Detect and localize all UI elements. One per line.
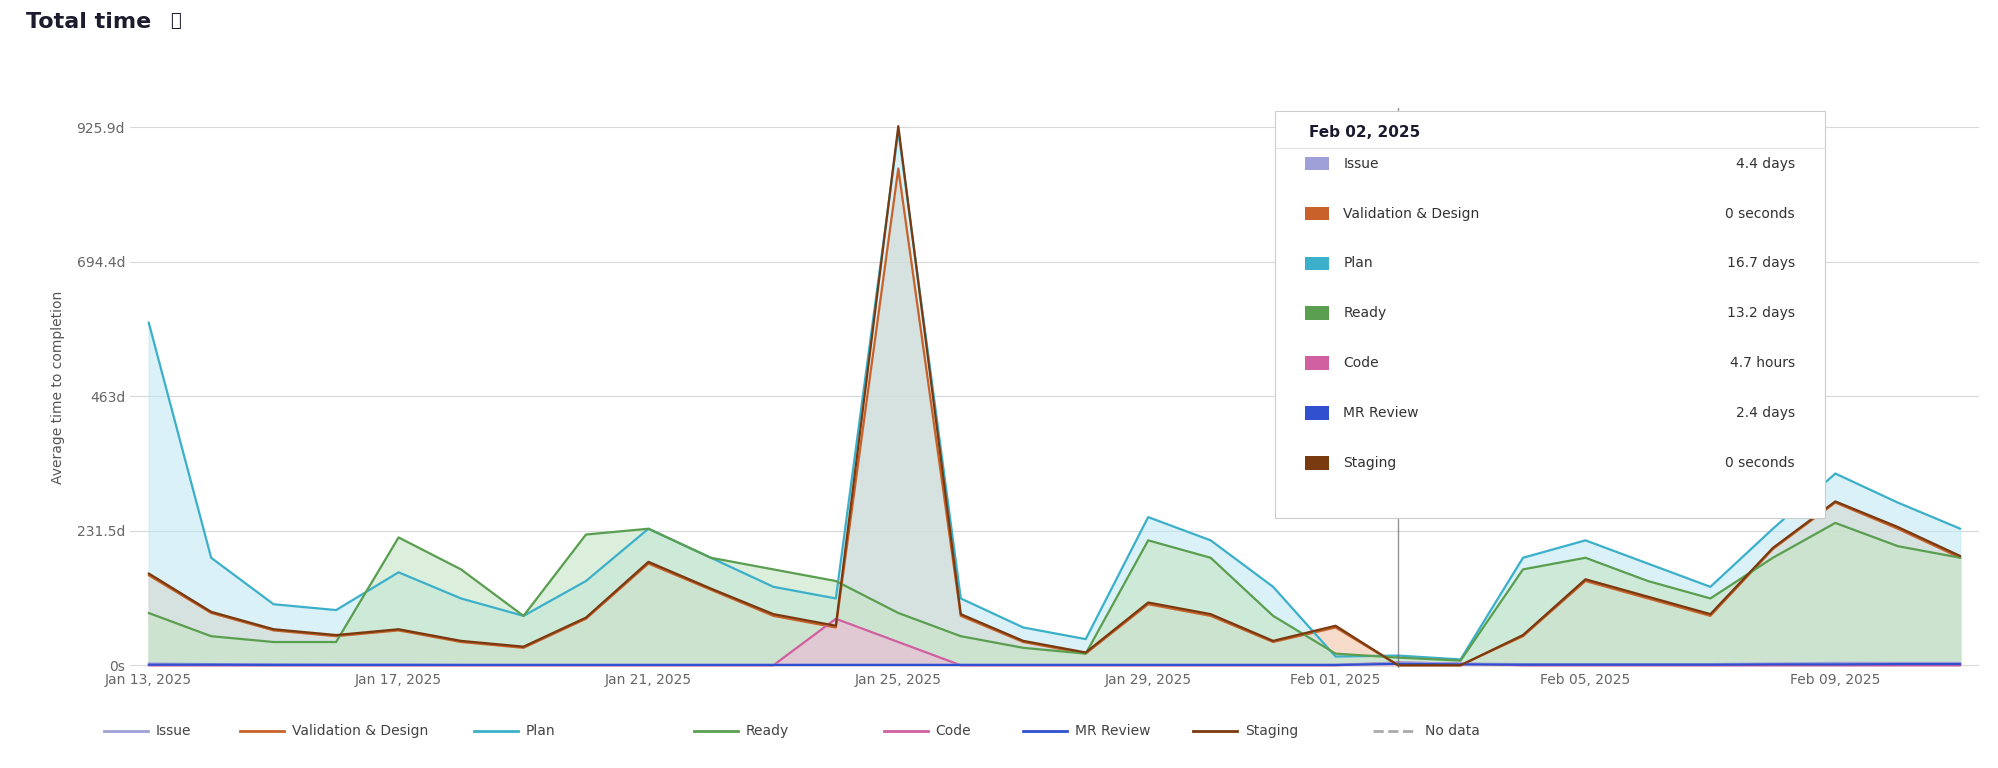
Text: ⓘ: ⓘ [170, 12, 180, 29]
Text: Issue: Issue [156, 724, 192, 738]
Text: MR Review: MR Review [1075, 724, 1151, 738]
Text: 4.7 hours: 4.7 hours [1728, 356, 1794, 370]
Text: Ready: Ready [1343, 306, 1387, 320]
Text: Ready: Ready [745, 724, 789, 738]
Text: 0 seconds: 0 seconds [1724, 456, 1794, 470]
Text: No data: No data [1425, 724, 1479, 738]
Text: MR Review: MR Review [1343, 406, 1419, 420]
Text: 2.4 days: 2.4 days [1734, 406, 1794, 420]
Text: Validation & Design: Validation & Design [292, 724, 428, 738]
Text: Staging: Staging [1343, 456, 1397, 470]
Text: Total time: Total time [26, 12, 152, 31]
Text: Plan: Plan [525, 724, 555, 738]
Text: Issue: Issue [1343, 157, 1379, 170]
Text: Plan: Plan [1343, 257, 1373, 270]
Y-axis label: Average time to completion: Average time to completion [52, 291, 66, 485]
Text: 16.7 days: 16.7 days [1726, 257, 1794, 270]
Text: 0 seconds: 0 seconds [1724, 207, 1794, 220]
Text: Feb 02, 2025: Feb 02, 2025 [1309, 125, 1421, 141]
Text: Staging: Staging [1245, 724, 1299, 738]
Text: Validation & Design: Validation & Design [1343, 207, 1479, 220]
Text: 13.2 days: 13.2 days [1726, 306, 1794, 320]
Text: Code: Code [935, 724, 971, 738]
Text: Code: Code [1343, 356, 1379, 370]
Text: 4.4 days: 4.4 days [1734, 157, 1794, 170]
